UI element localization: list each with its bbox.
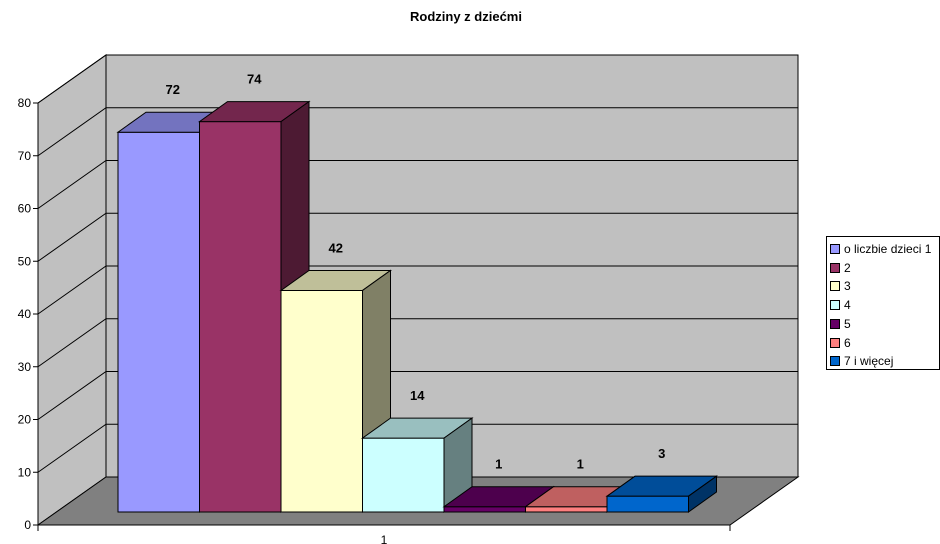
data-label: 1: [495, 457, 502, 472]
legend-item: 7 i więcej: [830, 352, 894, 369]
bar-front: [606, 495, 689, 513]
data-label: 3: [658, 446, 665, 461]
bar-front: [280, 289, 363, 513]
data-label: 72: [166, 82, 180, 97]
gridline: [37, 265, 798, 315]
y-tick-label: 80: [18, 96, 32, 110]
bar-3: [279, 269, 393, 513]
bar-7: [605, 475, 719, 513]
gridline: [37, 318, 798, 368]
legend-label: 6: [844, 335, 851, 350]
gridline: [37, 160, 798, 209]
data-label: 74: [247, 72, 262, 87]
legend-swatch: [830, 318, 840, 329]
gridline: [37, 107, 798, 157]
gridline: [37, 423, 798, 473]
legend: o liczbie dzieci 1 2 3 4 5 6 7 i więcej: [826, 236, 940, 370]
y-tick-label: 70: [18, 149, 32, 163]
bar-side: [688, 475, 717, 513]
chart-title: Rodziny z dziećmi: [410, 9, 522, 24]
legend-swatch: [830, 356, 840, 367]
legend-item: 2: [830, 259, 851, 277]
legend-swatch: [830, 337, 840, 348]
bar-front: [525, 506, 608, 513]
gridline: [37, 371, 798, 420]
legend-label: 7 i więcej: [844, 354, 894, 369]
y-tick-label: 0: [24, 518, 31, 532]
bar-front: [117, 131, 200, 513]
y-tick-label: 10: [18, 465, 32, 479]
data-labels: 72 74 42 14 1 1 3: [166, 72, 666, 472]
y-axis: 0 10 20 30 40 50 60 70 80: [18, 96, 39, 532]
bar-front: [199, 121, 282, 513]
bar-front: [443, 506, 526, 513]
legend-swatch: [830, 262, 840, 273]
gridline: [37, 212, 798, 262]
legend-item: 3: [830, 277, 851, 295]
legend-label: 5: [844, 316, 851, 331]
x-tick-label: 1: [381, 533, 388, 544]
legend-item: o liczbie dzieci 1: [830, 240, 931, 258]
y-tick-label: 50: [18, 254, 32, 268]
legend-item: 4: [830, 296, 851, 314]
legend-item: 6: [830, 334, 851, 352]
bar-4: [360, 417, 474, 513]
legend-swatch: [830, 281, 840, 292]
data-label: 14: [410, 388, 425, 403]
data-label: 42: [329, 240, 343, 255]
y-tick-label: 60: [18, 202, 32, 216]
bar-front: [362, 437, 445, 513]
legend-label: 2: [844, 260, 851, 275]
legend-swatch: [830, 244, 840, 254]
legend-label: 4: [844, 298, 851, 313]
data-label: 1: [577, 457, 584, 472]
y-tick-label: 20: [18, 413, 32, 427]
bars: [116, 100, 719, 513]
legend-item: 5: [830, 315, 851, 333]
gridline: [37, 54, 798, 104]
y-tick-label: 30: [18, 360, 32, 374]
gridlines: [37, 54, 798, 473]
legend-swatch: [830, 300, 840, 311]
legend-label: 3: [844, 279, 851, 294]
legend-label: o liczbie dzieci 1: [844, 242, 932, 256]
x-axis: 1: [37, 524, 731, 544]
y-tick-label: 40: [18, 307, 32, 321]
